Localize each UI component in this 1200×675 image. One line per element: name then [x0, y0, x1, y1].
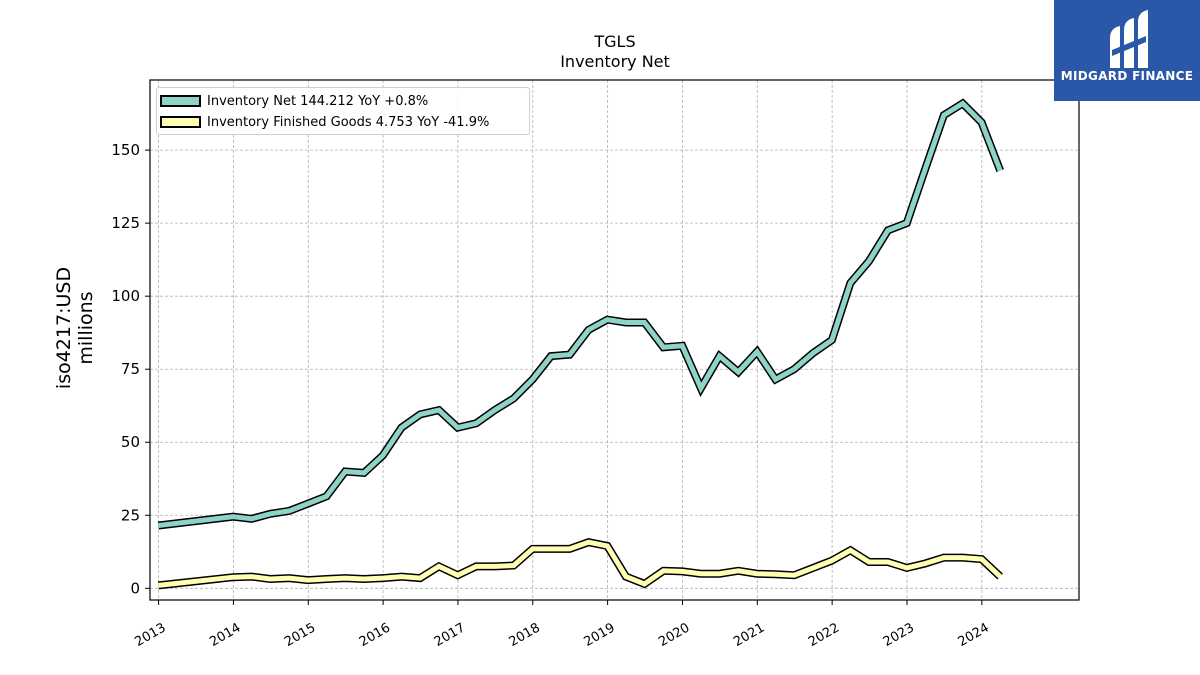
x-tick-label: 2023	[881, 620, 917, 650]
y-axis-label-line: iso4217:USD	[53, 266, 75, 390]
x-tick-label: 2017	[432, 620, 468, 650]
chart-title: TGLS	[594, 32, 636, 51]
legend-entry-inventory-net: Inventory Net 144.212 YoY +0.8%	[160, 92, 428, 110]
y-tick-label: 25	[121, 506, 140, 524]
y-tick-label: 125	[111, 214, 140, 232]
x-tick-label: 2021	[731, 620, 767, 650]
series-layer	[157, 98, 1004, 590]
y-tick-label: 0	[130, 579, 140, 597]
x-tick-label: 2014	[207, 620, 243, 650]
brand-logo: MIDGARD FINANCE	[1054, 0, 1200, 101]
series-line	[158, 539, 1002, 588]
grid-layer	[150, 80, 1079, 600]
series-1	[157, 538, 1003, 590]
legend-swatch-finished-goods	[160, 116, 201, 128]
y-tick-label: 75	[121, 360, 140, 378]
y-axis-label: iso4217:USD millions	[50, 236, 100, 436]
logo-icon	[1110, 10, 1148, 68]
brand-name: MIDGARD FINANCE	[1060, 69, 1194, 83]
x-tick-label: 2020	[656, 620, 692, 650]
legend-label: Inventory Finished Goods 4.753 YoY -41.9…	[207, 114, 490, 130]
legend-swatch-inventory-net	[160, 95, 201, 107]
x-tick-label: 2024	[956, 620, 992, 650]
y-tick-label: 100	[111, 287, 140, 305]
x-tick-label: 2018	[507, 620, 543, 650]
y-tick-label: 50	[121, 433, 140, 451]
series-0	[157, 98, 1004, 530]
plot-frame	[149, 79, 1080, 601]
x-tick-label: 2022	[806, 620, 842, 650]
series-line	[158, 100, 1003, 528]
y-axis-label-line: millions	[75, 291, 97, 365]
y-tick-label: 150	[111, 141, 140, 159]
series-line-outline	[157, 98, 1004, 530]
chart-subtitle: Inventory Net	[560, 52, 670, 71]
x-tick-label: 2019	[581, 620, 617, 650]
legend-entry-finished-goods: Inventory Finished Goods 4.753 YoY -41.9…	[160, 113, 489, 131]
x-tick-label: 2016	[357, 620, 393, 650]
x-tick-label: 2015	[282, 620, 318, 650]
x-tick-label: 2013	[132, 620, 168, 650]
legend-label: Inventory Net 144.212 YoY +0.8%	[207, 93, 429, 109]
chart-legend: Inventory Net 144.212 YoY +0.8% Inventor…	[156, 87, 530, 135]
